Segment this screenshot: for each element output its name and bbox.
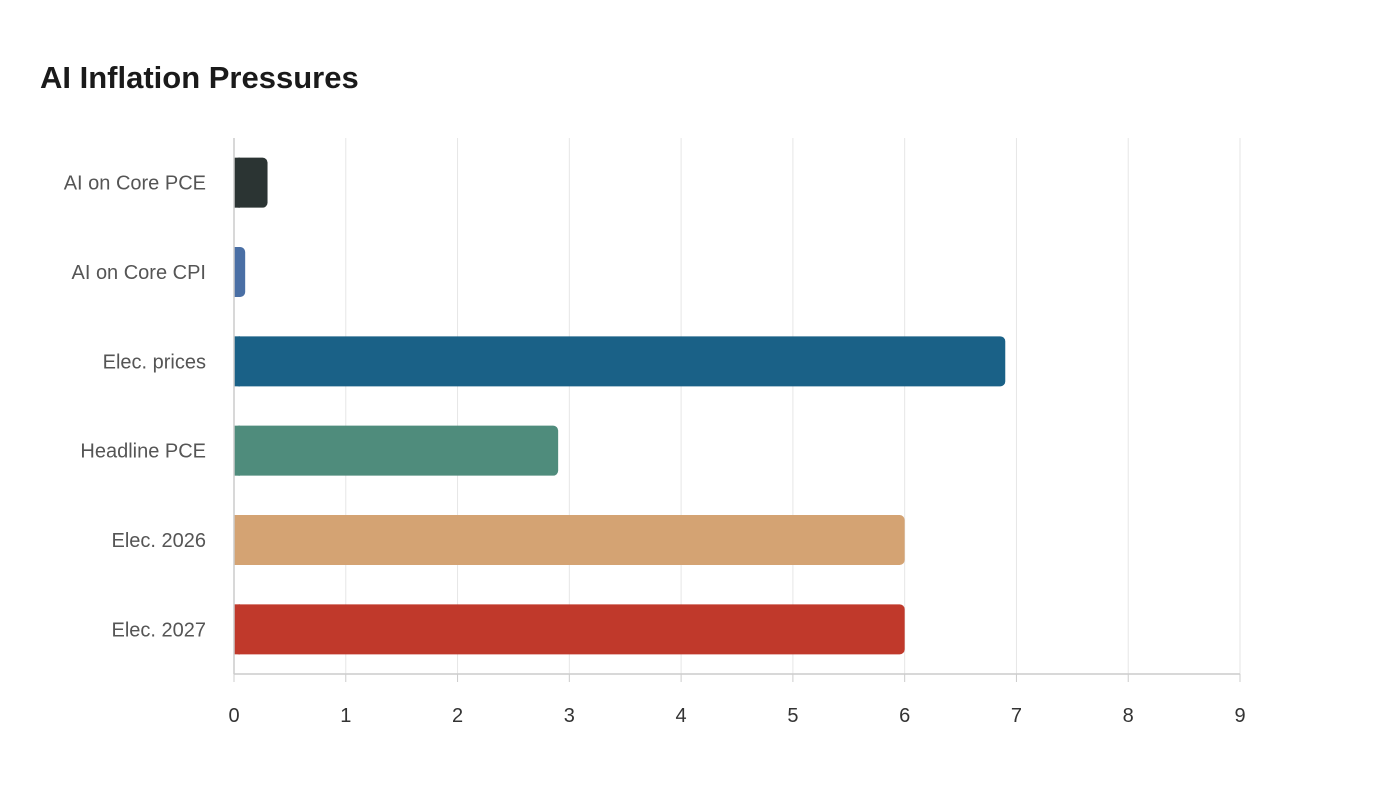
grid-lines [345, 138, 1241, 674]
bar [234, 157, 268, 208]
bar-base [234, 515, 240, 565]
x-tick-label: 2 [452, 705, 463, 727]
bars [234, 157, 1006, 655]
x-tick-label: 5 [787, 705, 798, 727]
x-tick-label: 0 [228, 705, 239, 727]
bar [234, 604, 905, 655]
category-label: Elec. 2026 [111, 530, 206, 552]
category-label: AI on Core PCE [64, 173, 206, 195]
bar-base [234, 247, 240, 297]
bar [234, 515, 905, 565]
bar-base [234, 425, 240, 476]
x-tick-label: 8 [1123, 705, 1134, 727]
axes [233, 138, 1241, 682]
x-tick-label: 1 [340, 705, 351, 727]
x-tick-label: 3 [564, 705, 575, 727]
bar [234, 425, 559, 476]
bar-base [234, 157, 240, 208]
bar [234, 336, 1006, 387]
labels: 0 1 2 3 4 5 6 7 8 9 AI on Core PCE AI on Core CPI El… [64, 173, 1246, 727]
category-label: Elec. 2027 [111, 619, 206, 641]
x-tick-label: 6 [899, 705, 910, 727]
category-label: AI on Core CPI [71, 262, 206, 284]
x-tick-label: 4 [676, 705, 687, 727]
x-tick-label: 7 [1011, 705, 1022, 727]
category-label: Elec. prices [103, 351, 206, 373]
bar-base [234, 336, 240, 387]
chart-title: AI Inflation Pressures [40, 60, 359, 95]
category-label: Headline PCE [80, 441, 206, 463]
x-tick-label: 9 [1234, 705, 1245, 727]
bar-base [234, 604, 240, 655]
